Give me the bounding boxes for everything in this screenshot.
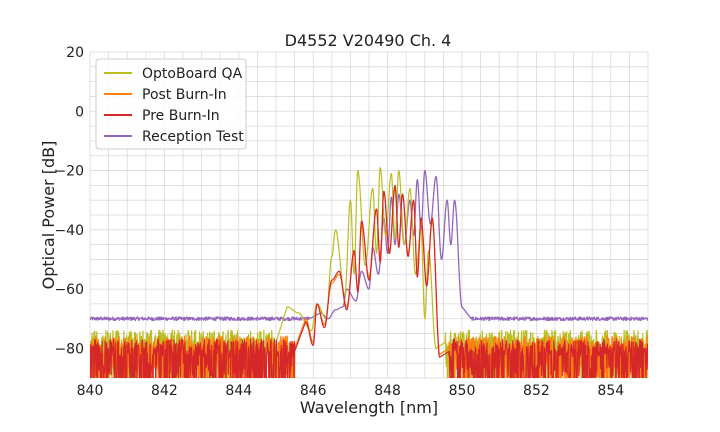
y-tick-label: −80 (54, 341, 84, 357)
x-tick-label: 850 (449, 383, 476, 399)
y-tick-label: −40 (54, 223, 84, 239)
legend-box (95, 58, 247, 150)
y-tick-label: 0 (75, 104, 84, 120)
x-tick-label: 846 (300, 383, 327, 399)
series-layer (90, 167, 648, 378)
y-axis-label: Optical Power [dB] (39, 141, 58, 290)
x-tick-label: 852 (523, 383, 550, 399)
legend-label: OptoBoard QA (142, 66, 243, 82)
legend-label: Pre Burn-In (142, 108, 220, 124)
x-tick-label: 854 (597, 383, 624, 399)
y-axis-ticks: 20 0 −20 −40 −60 −80 (54, 45, 84, 357)
x-tick-label: 842 (151, 383, 178, 399)
legend: OptoBoard QA Post Burn-In Pre Burn-In Recep… (95, 58, 247, 150)
x-tick-label: 844 (225, 383, 252, 399)
x-tick-label: 848 (374, 383, 401, 399)
x-axis-ticks: 840 842 844 846 848 850 852 854 (77, 383, 625, 399)
chart-title: D4552 V20490 Ch. 4 (285, 31, 452, 50)
x-axis-label: Wavelength [nm] (300, 398, 438, 417)
y-tick-label: −60 (54, 282, 84, 298)
legend-label: Post Burn-In (142, 87, 227, 103)
series-line (90, 184, 648, 378)
y-tick-label: −20 (54, 164, 84, 180)
series-line (90, 169, 648, 322)
x-tick-label: 840 (77, 383, 104, 399)
legend-label: Reception Test (142, 129, 244, 145)
y-tick-label: 20 (66, 45, 84, 61)
